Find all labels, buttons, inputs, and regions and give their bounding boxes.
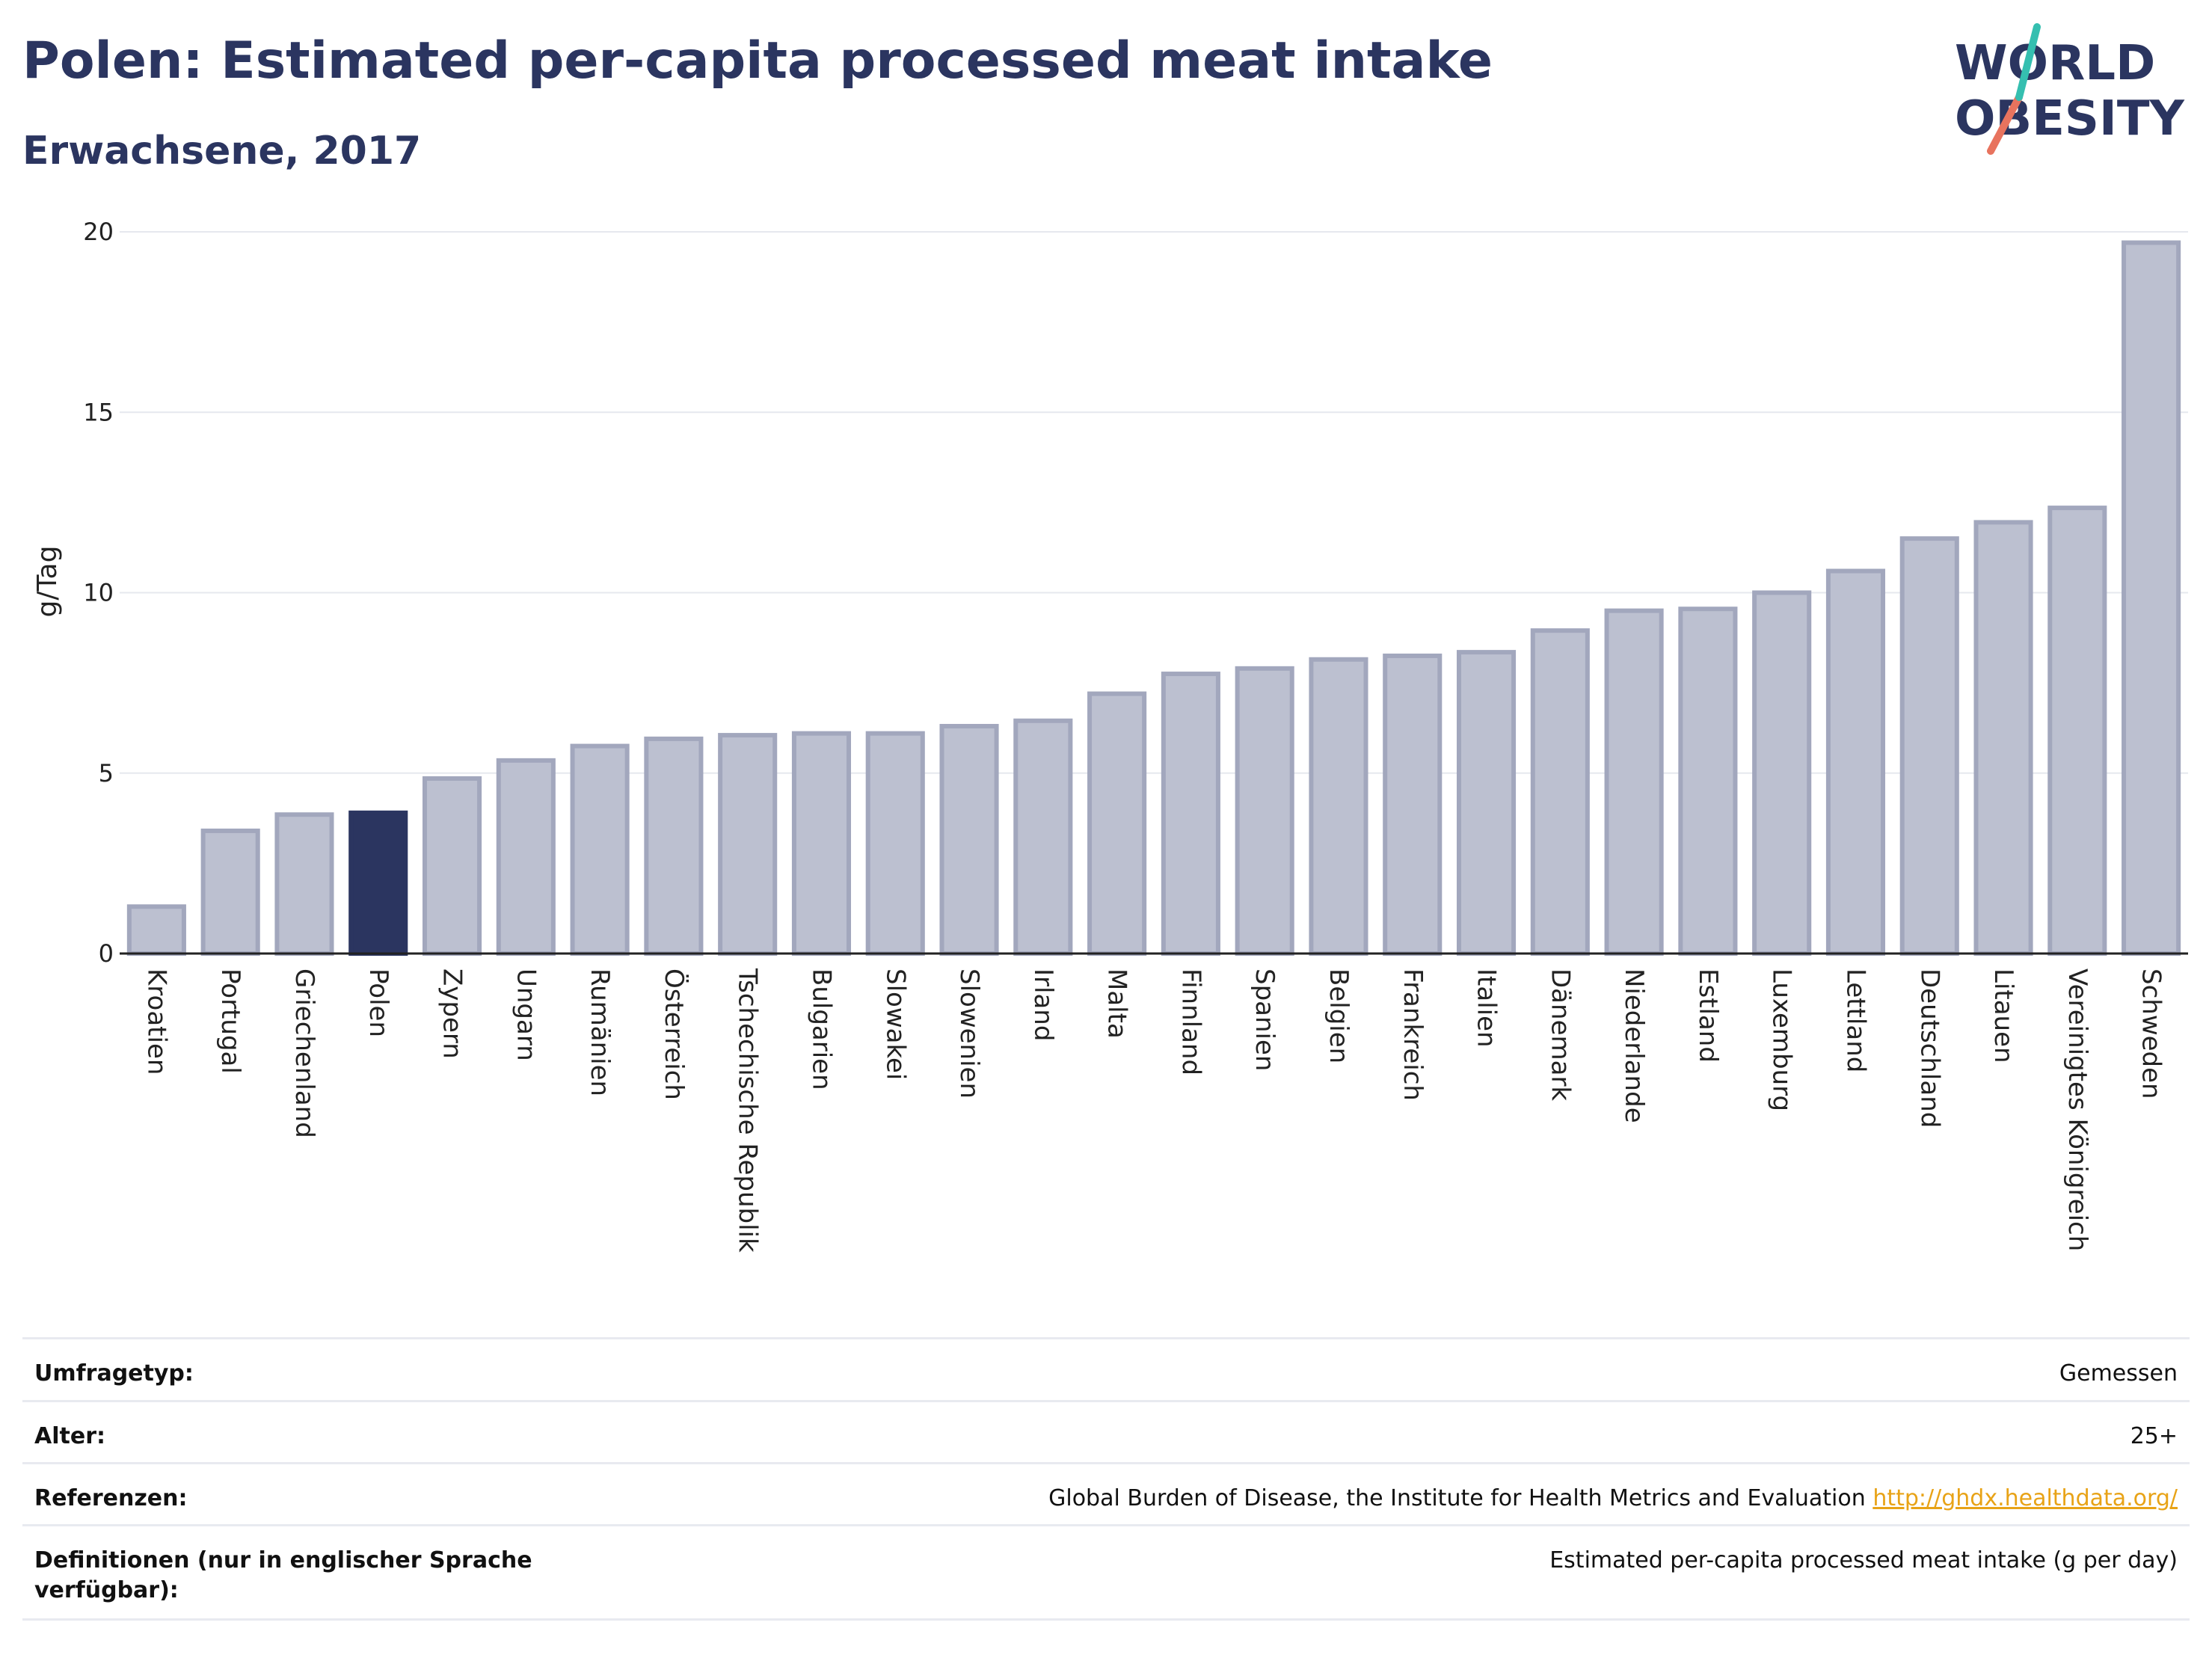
y-tick-label: 20 [83,218,114,246]
x-tick-label: Italien [1472,968,1502,1048]
x-tick-label: Griechenland [289,968,319,1138]
x-tick-label: Malta [1102,968,1132,1039]
x-tick-label: Belgien [1324,968,1354,1063]
chart-subtitle: Erwachsene, 2017 [22,129,422,174]
bar-ungarn[interactable] [496,758,556,956]
bar-bulgarien[interactable] [791,731,852,956]
bar-estland[interactable] [1678,607,1738,957]
info-value: Global Burden of Disease, the Institute … [1048,1484,2178,1514]
x-tick-label: Tschechische Republik [733,968,763,1253]
x-tick-label: Frankreich [1398,968,1428,1101]
x-tick-label: Spanien [1250,968,1279,1071]
x-tick-label: Bulgarien [806,968,836,1090]
bar-italien[interactable] [1456,650,1517,956]
bar-finnland[interactable] [1161,672,1220,956]
y-axis-label: g/Tag [32,546,63,618]
x-tick-label: Vereinigtes Königreich [2062,968,2092,1251]
logo-line1: WORLD [1955,36,2155,91]
x-tick-label: Deutschland [1914,968,1944,1128]
info-bottom-border [22,1618,2190,1621]
x-tick-label: Lettland [1840,968,1870,1072]
logo-line2: OBESITY [1955,91,2184,147]
world-obesity-logo[interactable]: WORLD OBESITY [1944,22,2199,157]
bar-lettland[interactable] [1825,568,1886,956]
chart-title: Polen: Estimated per-capita processed me… [22,31,1493,90]
x-tick-label: Luxemburg [1767,968,1797,1111]
bars [126,240,2181,957]
info-value: Gemessen [2059,1360,2178,1387]
bar-malta[interactable] [1087,691,1147,956]
x-tick-label: Slowakei [880,968,910,1080]
logo-slash-coral [1987,93,2023,155]
bar-griechenland[interactable] [274,812,334,957]
bar-österreich[interactable] [644,736,704,956]
x-tick-label: Irland [1028,968,1058,1041]
reference-text: Global Burden of Disease, the Institute … [1048,1485,1866,1511]
bar-belgien[interactable] [1309,657,1368,956]
info-key: Umfragetyp: [34,1360,194,1387]
bar-litauen[interactable] [1973,520,2033,956]
x-tick-label: Österreich [659,968,689,1100]
bar-chart: 0 5 10 15 20 g/Tag Kroatien Portugal Griechenla… [32,218,2188,1253]
reference-link[interactable]: http://ghdx.healthdata.org/ [1872,1485,2178,1511]
bar-tschechische-republik[interactable] [718,733,778,957]
bar-kroatien[interactable] [126,904,186,957]
info-table: Umfragetyp: Gemessen Alter: 25+ Referenz… [22,1337,2190,1621]
bar-dänemark[interactable] [1530,628,1590,956]
y-tick-label: 5 [99,759,114,787]
bar-niederlande[interactable] [1604,608,1664,956]
info-row-age: Alter: 25+ [22,1400,2190,1462]
bar-spanien[interactable] [1235,666,1294,956]
bar-luxemburg[interactable] [1752,590,1812,956]
logo-slash-teal [2015,23,2041,101]
x-tick-label: Dänemark [1545,968,1575,1101]
info-key: Definitionen (nur in englischer Sprache … [34,1547,532,1603]
x-tick-label: Estland [1693,968,1723,1063]
axes: 0 5 10 15 20 g/Tag [32,218,2188,968]
bar-deutschland[interactable] [1899,536,1959,956]
bar-polen[interactable] [348,810,408,956]
info-value: 25+ [2130,1423,2178,1449]
bar-portugal[interactable] [200,828,260,956]
bar-vereinigtes-königreich[interactable] [2047,506,2107,956]
info-row-definitions: Definitionen (nur in englischer Sprache … [22,1524,2190,1618]
info-row-survey-type: Umfragetyp: Gemessen [22,1337,2190,1400]
y-tick-label: 15 [83,398,114,426]
x-tick-label: Slowenien [954,968,984,1099]
x-tick-label: Zypern [437,968,467,1059]
category-labels: Kroatien Portugal Griechenland Polen Zypern U… [141,968,2166,1253]
x-tick-label: Kroatien [141,968,171,1075]
bar-frankreich[interactable] [1383,653,1443,956]
x-tick-label: Ungarn [511,968,541,1061]
x-tick-label: Litauen [1988,968,2018,1063]
info-key: Referenzen: [34,1485,188,1511]
bar-schweden[interactable] [2122,240,2181,957]
y-tick-label: 0 [99,939,114,968]
x-tick-label: Polen [363,968,393,1037]
x-tick-label: Rumänien [585,968,615,1096]
bar-zypern[interactable] [422,776,482,957]
bar-rumänien[interactable] [570,743,630,956]
info-row-references: Referenzen: Global Burden of Disease, th… [22,1462,2190,1524]
x-tick-label: Niederlande [1619,968,1649,1123]
info-value: Estimated per-capita processed meat inta… [1549,1547,2178,1573]
x-tick-label: Portugal [215,968,245,1074]
y-tick-label: 10 [83,579,114,607]
x-tick-label: Finnland [1176,968,1205,1075]
info-key: Alter: [34,1423,105,1449]
bar-irland[interactable] [1013,718,1073,956]
bar-slowakei[interactable] [865,731,925,956]
x-tick-label: Schweden [2136,968,2166,1099]
bar-slowenien[interactable] [939,724,999,957]
